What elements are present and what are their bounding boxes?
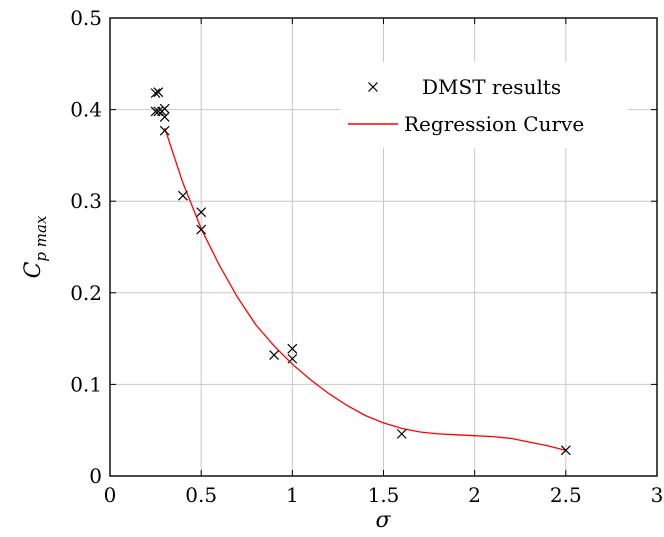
y-tick-label: 0.2 (70, 281, 102, 305)
dmst-result-point (159, 125, 170, 136)
legend-x-marker-icon (368, 82, 378, 92)
y-tick-label: 0.3 (70, 189, 102, 213)
dmst-result-point (153, 106, 164, 117)
regression-curve-line (164, 127, 566, 452)
y-tick-labels: 0 0.1 0.2 0.3 0.4 0.5 (70, 6, 102, 488)
dmst-result-point (159, 112, 170, 122)
y-tick-label: 0.4 (70, 98, 102, 122)
x-tick-label: 2.5 (550, 483, 582, 507)
series-layer (150, 87, 571, 456)
x-tick-label: 0 (104, 483, 117, 507)
dmst-result-point (396, 428, 407, 439)
y-axis-title-main: C (21, 261, 46, 278)
dmst-result-point (196, 224, 207, 235)
dmst-result-point (287, 353, 298, 364)
legend-label-dmst-results: DMST results (422, 75, 561, 99)
y-axis-title-sub: p max (32, 215, 50, 262)
y-tick-label: 0.1 (70, 372, 102, 396)
dmst-result-point (178, 190, 188, 201)
legend-label-regression-curve: Regression Curve (404, 112, 584, 136)
dmst-result-point (560, 445, 571, 456)
legend-item-regression-curve: Regression Curve (348, 112, 584, 136)
legend-box (340, 62, 628, 148)
legend-item-dmst-results: DMST results (368, 75, 561, 99)
legend-x-marker (368, 82, 378, 92)
dmst-result-point (196, 207, 207, 218)
axis-ticks (109, 17, 658, 477)
dmst-result-point (287, 343, 298, 354)
x-tick-label: 2 (468, 483, 481, 507)
x-tick-label: 3 (651, 483, 664, 507)
dmst-result-point (153, 87, 164, 98)
y-tick-label: 0.5 (70, 6, 102, 30)
y-axis-title: Cp max (21, 215, 50, 278)
dmst-result-point (150, 88, 161, 99)
x-tick-labels: 0 0.5 1 1.5 2 2.5 3 (104, 483, 664, 507)
x-axis-title: σ (375, 508, 391, 533)
dmst-result-point (269, 350, 280, 361)
legend: DMST results Regression Curve (340, 62, 628, 148)
x-tick-label: 1 (286, 483, 299, 507)
x-tick-label: 0.5 (185, 483, 217, 507)
dmst-result-point (159, 103, 170, 114)
y-tick-label: 0 (89, 464, 102, 488)
x-tick-label: 1.5 (368, 483, 400, 507)
